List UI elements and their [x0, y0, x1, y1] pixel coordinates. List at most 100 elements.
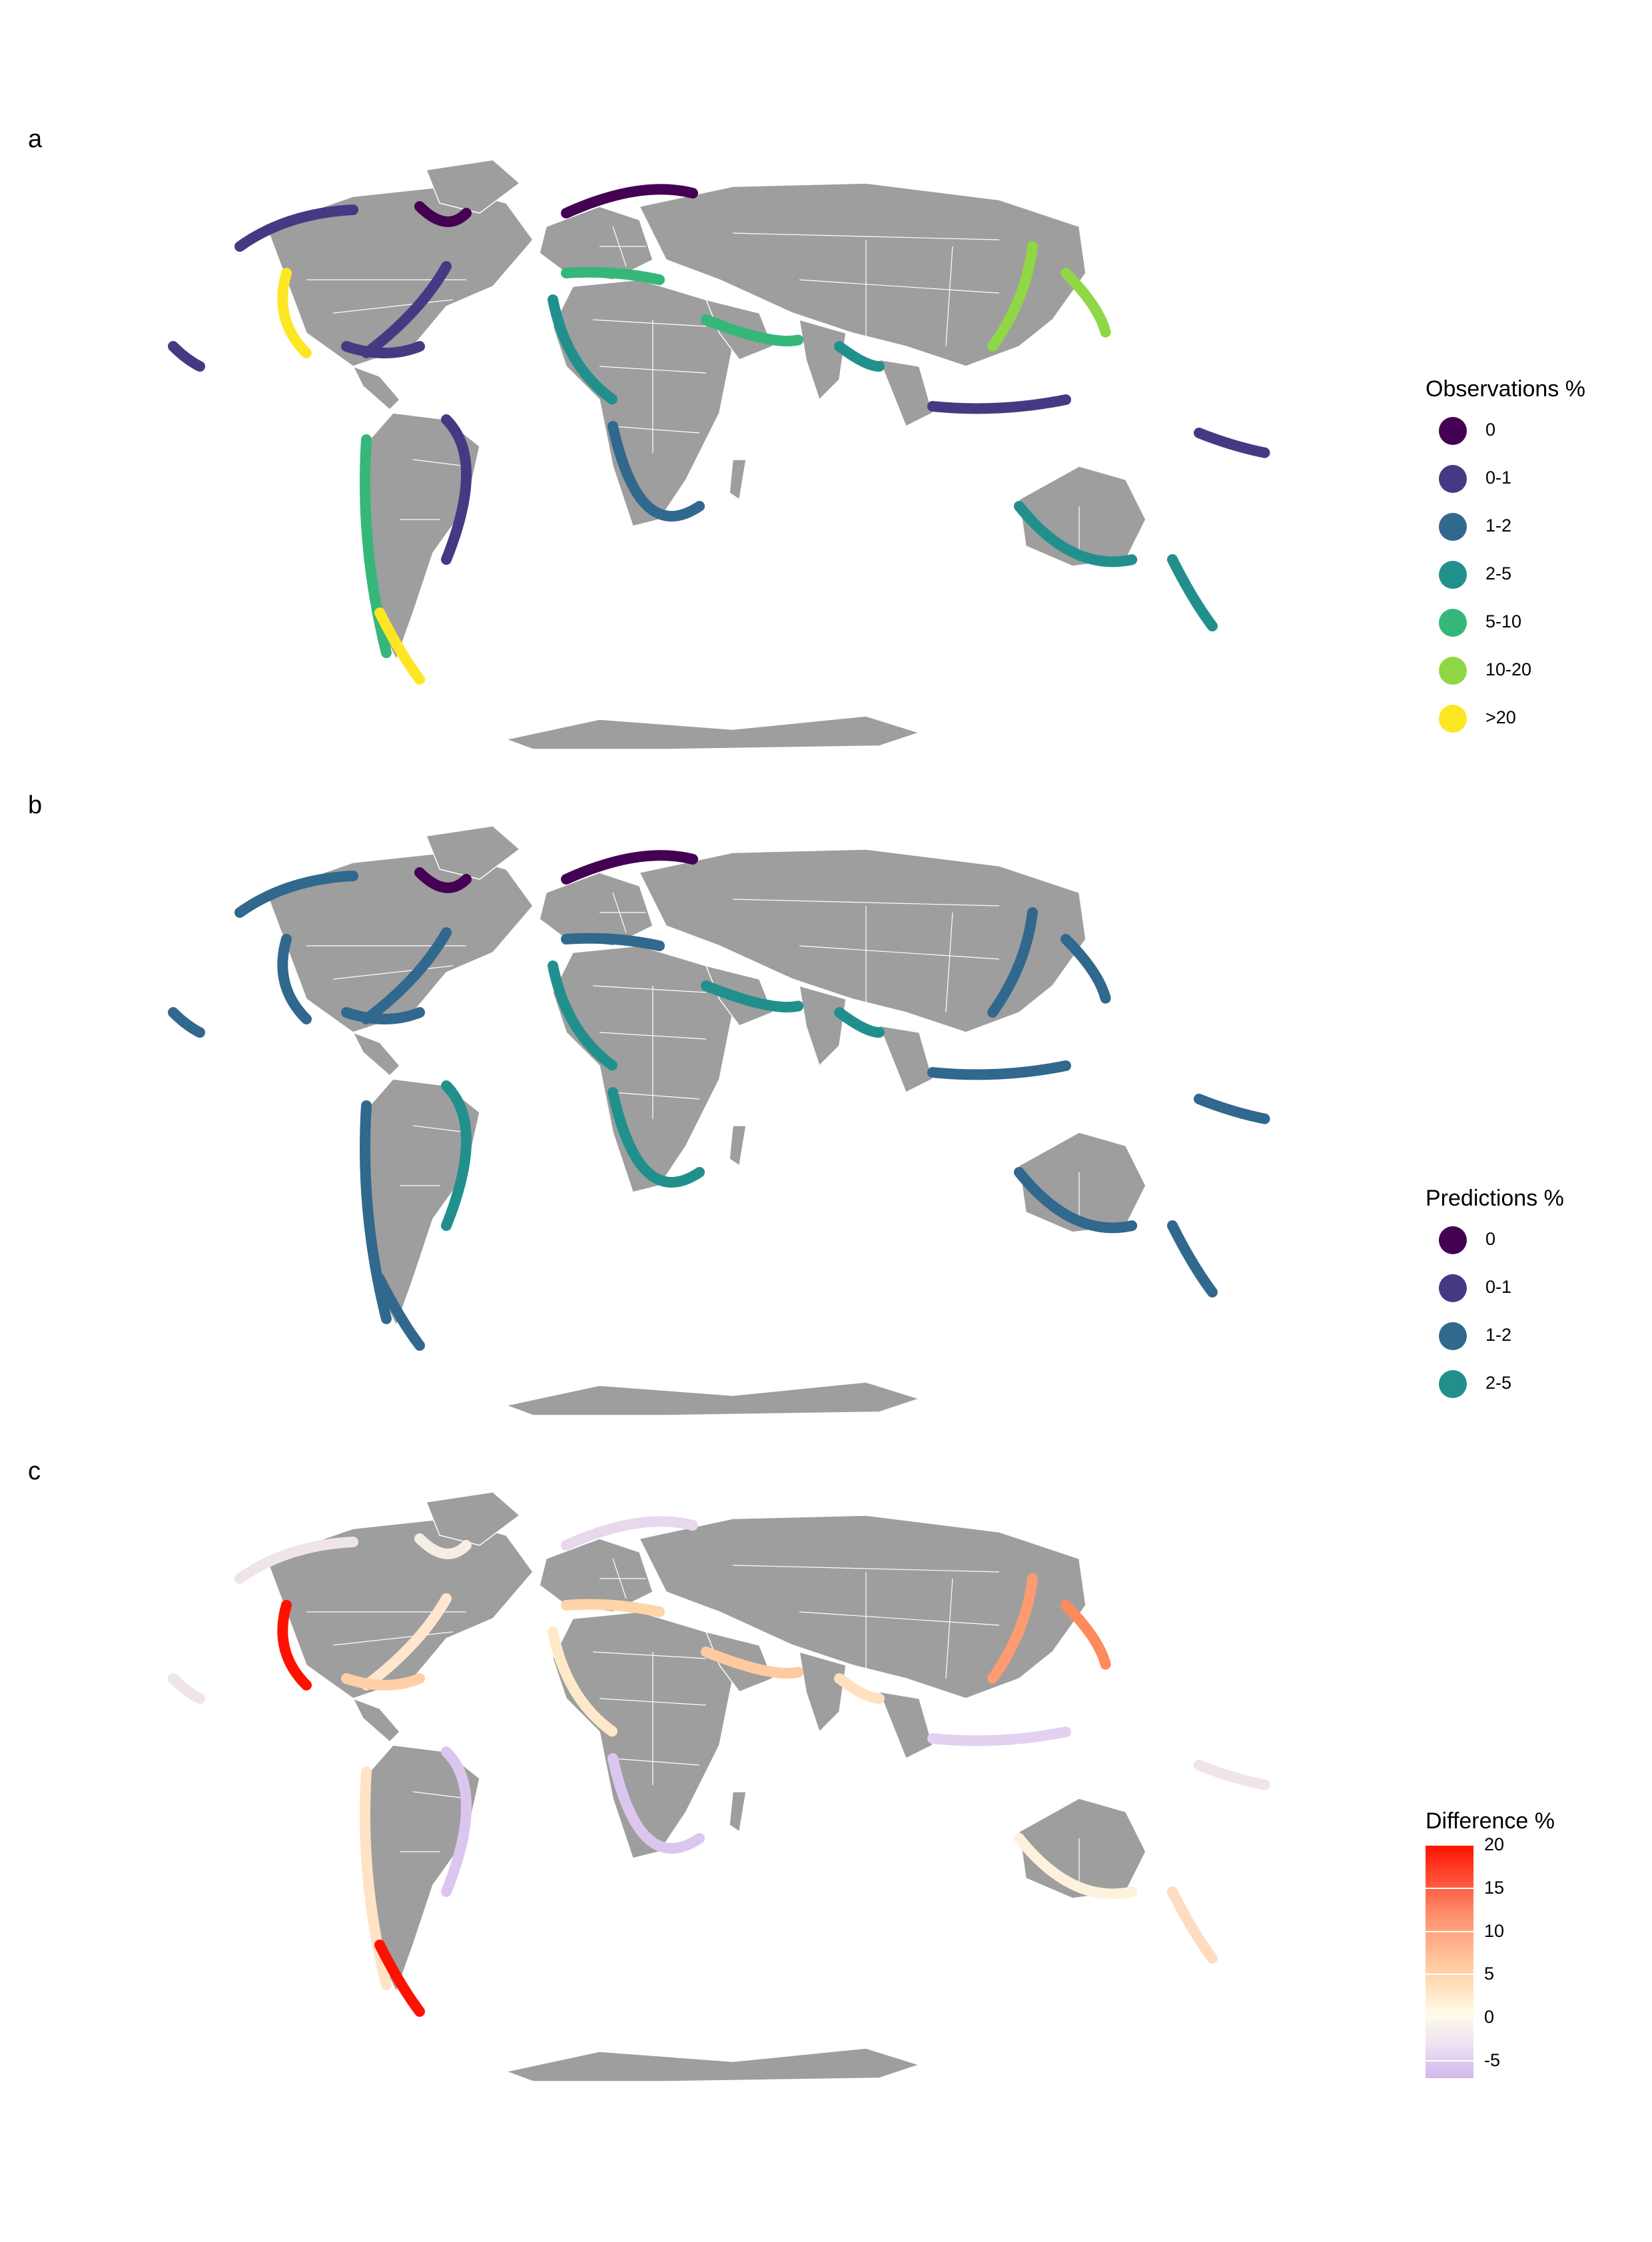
coastal-cluster-new-zealand	[1167, 554, 1218, 631]
legend-label: 0-1	[1485, 1277, 1512, 1297]
country-border	[412, 459, 467, 467]
legend-observations: Observations % 0 0-1 1-2 2-5 5-10 10-20 >20	[1426, 376, 1585, 746]
country-border	[332, 299, 454, 314]
coastal-cluster-japan	[1060, 1600, 1111, 1671]
legend-item: 0-1	[1426, 458, 1585, 506]
coastal-cluster-us-west	[277, 1600, 312, 1690]
legend-item: 5-10	[1426, 602, 1585, 650]
coastal-cluster-sa-east	[441, 414, 472, 565]
coastal-cluster-us-east	[361, 927, 452, 1024]
colorbar-tick-label: 5	[1484, 1964, 1495, 1984]
country-border	[799, 945, 1000, 960]
country-border	[799, 279, 1000, 294]
difference-colorbar	[1426, 1845, 1473, 2078]
coastal-cluster-indonesia	[927, 394, 1071, 414]
coastal-cluster-arabian-sea	[701, 980, 805, 1012]
legend-swatch	[1439, 657, 1467, 685]
legend-swatch	[1439, 1226, 1467, 1254]
colorbar-tick-label: 0	[1484, 2007, 1495, 2028]
country-border	[732, 899, 1000, 907]
coastal-cluster-pacific-islands	[1194, 1094, 1271, 1124]
legend-item: 0	[1426, 1220, 1564, 1268]
country-border	[945, 1578, 953, 1679]
legend-item: >20	[1426, 698, 1585, 746]
legend-label: >20	[1485, 707, 1516, 727]
land-north-america	[266, 186, 534, 367]
land-central-america	[352, 1697, 401, 1743]
coastal-cluster-australia-coast	[1014, 1833, 1138, 1900]
coastal-cluster-east-asia	[987, 907, 1038, 1018]
legend-swatch	[1439, 705, 1467, 733]
coastal-cluster-southern-africa	[608, 421, 705, 522]
world-map-difference	[168, 1491, 1271, 2082]
panel-b: b Predictions % 0 0-1 1-2 2-5	[0, 773, 1652, 1439]
legend-item: 1-2	[1426, 1315, 1564, 1363]
coastal-cluster-indonesia	[927, 1726, 1071, 1746]
legend-swatch	[1439, 417, 1467, 445]
coastal-cluster-new-zealand	[1167, 1886, 1218, 1964]
panel-letter: b	[28, 791, 43, 819]
coastal-cluster-norway-barents	[561, 850, 698, 885]
coastal-cluster-bay-of-bengal	[834, 1673, 885, 1704]
colorbar-tick-label: -5	[1484, 2050, 1501, 2071]
land-madagascar	[729, 459, 747, 501]
coastal-cluster-labrador	[414, 1533, 472, 1559]
land-asia	[638, 849, 1086, 1033]
coastal-cluster-alaska	[234, 204, 358, 252]
legend-label: 0-1	[1485, 468, 1512, 488]
panel-a: a Observations % 0 0-1 1-2 2-5 5-10 10-20 >20	[0, 107, 1652, 773]
coastal-cluster-patagonia	[374, 1940, 425, 2017]
coastal-cluster-pacific-islands	[1194, 1760, 1271, 1790]
country-border	[612, 1758, 700, 1766]
coastal-cluster-australia-coast	[1014, 501, 1138, 567]
legend-difference: Difference % 20 15 10 5 0 -5	[1426, 1808, 1555, 2078]
coastal-cluster-labrador	[414, 201, 472, 227]
coastal-cluster-indonesia	[927, 1060, 1071, 1080]
country-border	[612, 426, 700, 434]
legend-label: 1-2	[1485, 1325, 1512, 1345]
country-border	[799, 1611, 1000, 1626]
land-madagascar	[729, 1791, 747, 1833]
panel-letter: c	[28, 1457, 41, 1485]
legend-item: 1-2	[1426, 506, 1585, 554]
legend-predictions: Predictions % 0 0-1 1-2 2-5	[1426, 1186, 1564, 1411]
world-map-predictions	[168, 825, 1271, 1416]
land-greenland	[425, 825, 521, 880]
coastal-cluster-west-africa	[548, 294, 618, 405]
land-central-america	[352, 365, 401, 411]
legend-label: 0	[1485, 1229, 1496, 1249]
legend-label: 2-5	[1485, 563, 1512, 583]
coastal-cluster-mediterranean	[561, 1599, 665, 1617]
country-border	[945, 246, 953, 347]
legend-swatch	[1439, 1274, 1467, 1302]
coastal-cluster-labrador	[414, 867, 472, 893]
panel-letter: a	[28, 125, 43, 153]
land-india	[799, 984, 847, 1067]
colorbar-tick-mark	[1426, 1930, 1473, 1932]
coastal-cluster-east-asia	[987, 241, 1038, 352]
legend-label: 5-10	[1485, 611, 1522, 631]
legend-title: Difference %	[1426, 1808, 1555, 1834]
coastal-cluster-us-west	[277, 934, 312, 1024]
legend-item: 0-1	[1426, 1268, 1564, 1315]
country-border	[612, 1558, 627, 1599]
country-border	[592, 985, 707, 993]
legend-title: Predictions %	[1426, 1186, 1564, 1211]
land-antarctica	[504, 715, 921, 750]
coastal-cluster-japan	[1060, 934, 1111, 1004]
coastal-cluster-alaska	[234, 1537, 358, 1584]
coastal-cluster-alaska	[234, 871, 358, 918]
land-southeast-asia	[878, 1025, 933, 1094]
land-southeast-asia	[878, 1691, 933, 1760]
legend-label: 10-20	[1485, 659, 1532, 679]
coastal-cluster-hawaii	[168, 341, 205, 372]
world-map-observations	[168, 159, 1271, 750]
legend-swatch	[1439, 1322, 1467, 1350]
coastal-cluster-southern-africa	[608, 1753, 705, 1854]
country-border	[592, 1651, 707, 1659]
country-border	[732, 232, 1000, 240]
coastal-cluster-japan	[1060, 268, 1111, 338]
land-antarctica	[504, 2048, 921, 2082]
coastal-cluster-gulf-caribbean	[341, 341, 425, 358]
land-madagascar	[729, 1125, 747, 1167]
